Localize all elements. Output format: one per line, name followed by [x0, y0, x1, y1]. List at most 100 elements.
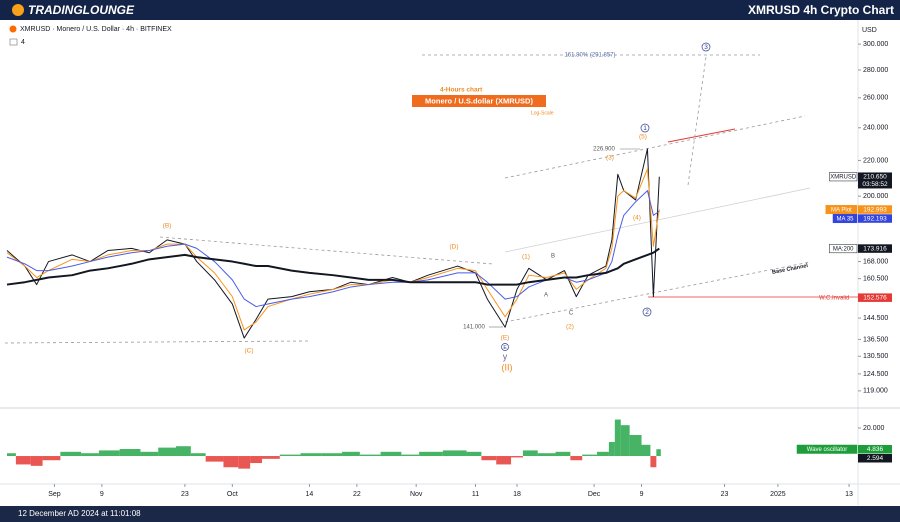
wave-label: (B)	[163, 223, 172, 230]
oscillator-bar	[401, 454, 420, 457]
wave-label: (4)	[633, 215, 641, 222]
wave-label: (3)	[606, 155, 614, 162]
oscillator-bar	[656, 449, 661, 457]
price-badge-label: 152.576	[863, 295, 887, 302]
price-badge	[858, 205, 892, 214]
wave-label: (II)	[502, 362, 513, 372]
price-badge-label: 192.193	[863, 216, 887, 223]
badge-name: MA Plot	[831, 207, 852, 213]
annotation: 161.80% (291.857)	[564, 53, 615, 59]
base-channel	[504, 261, 811, 323]
y-tick-label: 300.000	[863, 41, 888, 48]
oscillator-bar	[481, 456, 497, 461]
oscillator-bar	[250, 456, 262, 464]
oscillator-bar	[176, 446, 191, 457]
oscillator-bar	[190, 453, 206, 457]
price-badge	[858, 244, 892, 253]
oscillator-bar	[60, 451, 82, 457]
oscillator-bar	[238, 456, 251, 469]
oscillator-bar	[537, 453, 556, 457]
top-bar	[0, 0, 900, 20]
badge-name-box	[796, 444, 858, 454]
y-axis-label: USD	[862, 27, 877, 34]
y-tick-label: 124.500	[863, 371, 888, 378]
oscillator-bar	[641, 444, 651, 457]
countdown: 03:58:52	[862, 181, 888, 188]
x-tick-label: Dec	[588, 491, 601, 498]
annotation: Log-Scale	[531, 110, 554, 116]
wave-label: (E)	[501, 335, 510, 342]
oscillator-bar	[15, 456, 31, 465]
wave-circle	[701, 42, 711, 52]
y-tick-label: 280.000	[863, 67, 888, 74]
y-tick-label: 200.000	[863, 193, 888, 200]
oscillator-bar	[279, 454, 301, 457]
wave-circle	[501, 343, 509, 351]
x-tick-label: 14	[306, 491, 314, 498]
y-tick-label: 144.500	[863, 315, 888, 322]
wave-circle	[640, 123, 650, 133]
x-tick-label: 22	[353, 491, 361, 498]
wave-label: (C)	[244, 348, 253, 355]
x-tick-label: 11	[472, 491, 479, 498]
oscillator-bar	[98, 450, 120, 457]
oscillator-bar	[140, 451, 159, 457]
price-badge-label: 192.993	[863, 207, 887, 214]
badge-name: MA:200	[833, 246, 854, 252]
timestamp: 12 December AD 2024 at 11:01:08	[18, 509, 141, 518]
wave-label: y	[503, 351, 508, 361]
price-badge-label: 210.650	[863, 174, 887, 181]
oscillator-bar	[496, 456, 512, 465]
x-tick-label: Nov	[410, 491, 423, 498]
oscillator-bar	[42, 456, 61, 461]
wave-circle	[642, 307, 652, 317]
annotation: 141.000	[463, 325, 485, 331]
badge-name-box	[825, 205, 858, 215]
wave-label: 2	[645, 309, 649, 316]
x-tick-label: 9	[100, 491, 104, 498]
oscillator-bar	[522, 450, 538, 457]
y-tick-label: 168.000	[863, 258, 888, 265]
oscillator-bar	[321, 453, 343, 457]
oscillator-bar	[380, 451, 402, 457]
oscillator-bar	[511, 456, 523, 458]
chart-title: XMRUSD · Monero / U.S. Dollar · 4h · BIT…	[20, 26, 172, 33]
x-tick-label: 23	[721, 491, 729, 498]
price-badge-label: 173.916	[863, 246, 887, 253]
wave-label: (2)	[566, 324, 574, 331]
price-line	[6, 247, 660, 286]
x-tick-label: 13	[845, 491, 853, 498]
oscillator-bar	[119, 449, 141, 457]
price-badge	[858, 214, 892, 223]
oscillator-bar	[582, 454, 598, 457]
y-tick-label: 119.000	[863, 388, 888, 395]
wave-label: E	[503, 345, 507, 351]
price-badge	[858, 172, 892, 189]
logo: TRADINGLOUNGE	[28, 3, 135, 17]
oscillator-bar	[261, 456, 280, 459]
x-tick-label: 23	[181, 491, 189, 498]
x-tick-label: 18	[513, 491, 521, 498]
page-title: XMRUSD 4h Crypto Chart	[748, 3, 894, 17]
oscillator-bar	[442, 450, 467, 457]
oscillator-bar	[300, 453, 322, 457]
annotation-badge	[412, 95, 546, 107]
wave-label: B	[551, 254, 555, 260]
y-tick-label: 260.000	[863, 95, 888, 102]
oscillator-bar	[359, 454, 381, 457]
badge-name-box	[829, 244, 858, 254]
oscillator-bar	[466, 451, 482, 457]
logo-icon	[12, 4, 24, 16]
annotation: 226.900	[593, 147, 615, 153]
y-tick-label: 20.000	[863, 425, 885, 432]
oscillator-bar	[30, 456, 43, 466]
price-badge-label: 4.836	[867, 446, 884, 453]
badge-name-box	[832, 214, 858, 224]
oscillator-bar	[7, 453, 16, 457]
wave-label: A	[544, 293, 548, 299]
oscillator-bar	[608, 442, 615, 457]
wave-label: (1)	[522, 254, 530, 261]
y-tick-label: 160.500	[863, 276, 888, 283]
price-badge-label: 2.594	[867, 455, 884, 462]
